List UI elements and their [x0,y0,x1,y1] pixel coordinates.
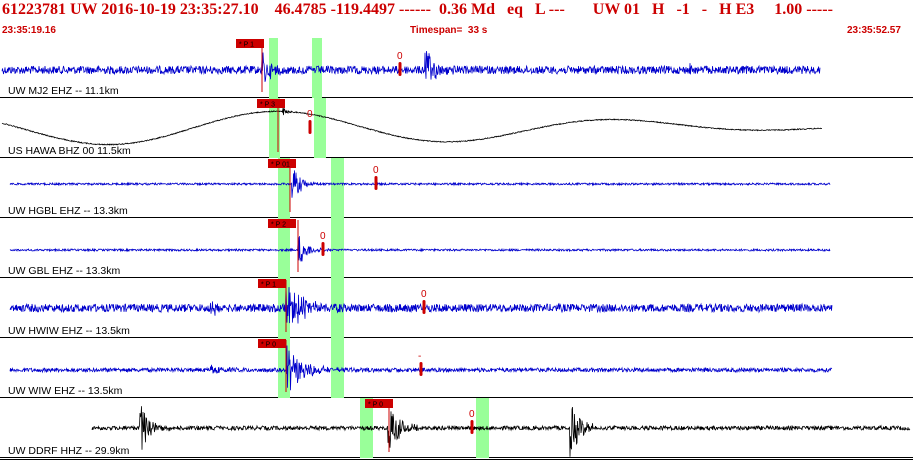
p-pick-label: * P 0 [261,342,276,349]
station-label: US HAWA BHZ 00 11.5km [8,145,131,157]
start-time: 23:35:19.16 [2,25,56,36]
time-window-marker [278,158,290,218]
p-pick-label: * P 1 [239,42,254,49]
trace-panel[interactable]: * P 01 0 UW HGBL EHZ -- 13.3km [0,158,913,218]
waveform-panels[interactable]: * P 1 0 UW MJ2 EHZ -- 11.1km * P 3 0 US HAWA … [0,38,913,460]
event-header: 61223781 UW 2016-10-19 23:35:27.10 46.47… [0,0,913,38]
time-window-marker [331,218,344,278]
waveform-trace [9,286,833,324]
trace-panel[interactable]: * P 0 0 UW DDRF HHZ -- 29.9km [0,398,913,458]
time-window-marker [331,278,344,338]
seismogram-display[interactable]: * P 1 0 UW MJ2 EHZ -- 11.1km * P 3 0 US HAWA … [0,38,913,460]
waveform-trace [9,236,831,262]
trace-panel[interactable]: * P 0 - UW WIW EHZ -- 13.5km [0,338,913,398]
time-window-marker [314,98,326,158]
trace-panel[interactable]: * P 1 0 UW HWIW EHZ -- 13.5km [0,278,913,338]
time-window-marker [331,158,344,218]
amplitude-marker[interactable] [422,300,426,314]
waveform-trace [9,170,831,198]
amplitude-marker[interactable] [321,242,325,256]
amplitude-label: 0 [469,409,475,420]
amplitude-label: 0 [307,109,313,120]
time-window-marker [269,38,278,98]
timespan-label: Timespan= 33 s [410,25,488,36]
amplitude-marker[interactable] [398,62,402,76]
p-pick-flag[interactable] [268,219,296,228]
amplitude-label: - [418,351,421,362]
amplitude-label: 0 [397,51,403,62]
p-pick-flag[interactable] [365,399,393,408]
station-label: UW WIW EHZ -- 13.5km [8,385,123,397]
event-summary-line: 61223781 UW 2016-10-19 23:35:27.10 46.47… [2,1,833,18]
time-window-marker [278,218,290,278]
station-label: UW GBL EHZ -- 13.3km [8,265,120,277]
amplitude-label: 0 [373,165,379,176]
waveform-trace [91,406,911,457]
amplitude-marker[interactable] [308,120,312,134]
amplitude-label: 0 [421,289,427,300]
time-window-marker [312,38,322,98]
amplitude-marker[interactable] [374,176,378,190]
station-label: UW DDRF HHZ -- 29.9km [8,445,130,457]
station-label: UW HWIW EHZ -- 13.5km [8,325,130,337]
p-pick-label: * P 2 [271,222,286,229]
amplitude-marker[interactable] [470,420,474,434]
station-label: UW MJ2 EHZ -- 11.1km [8,85,119,97]
p-pick-flag[interactable] [268,159,296,168]
p-pick-label: * P 01 [271,162,290,169]
p-pick-flag[interactable] [257,99,285,108]
station-label: UW HGBL EHZ -- 13.3km [8,205,128,217]
amplitude-marker[interactable] [419,362,423,376]
p-pick-label: * P 0 [368,402,383,409]
p-pick-flag[interactable] [258,279,286,288]
trace-panel[interactable]: * P 3 0 US HAWA BHZ 00 11.5km [0,98,913,158]
trace-panel[interactable]: * P 2 0 UW GBL EHZ -- 13.3km [0,218,913,278]
p-pick-flag[interactable] [236,39,264,48]
p-pick-flag[interactable] [258,339,286,348]
time-window-marker [269,98,280,158]
end-time: 23:35:52.57 [847,25,901,36]
amplitude-label: 0 [320,231,326,242]
trace-panel[interactable]: * P 1 0 UW MJ2 EHZ -- 11.1km [0,38,913,98]
p-pick-label: * P 1 [261,282,276,289]
p-pick-label: * P 3 [260,102,275,109]
waveform-trace [1,50,821,82]
waveform-trace [1,108,822,146]
